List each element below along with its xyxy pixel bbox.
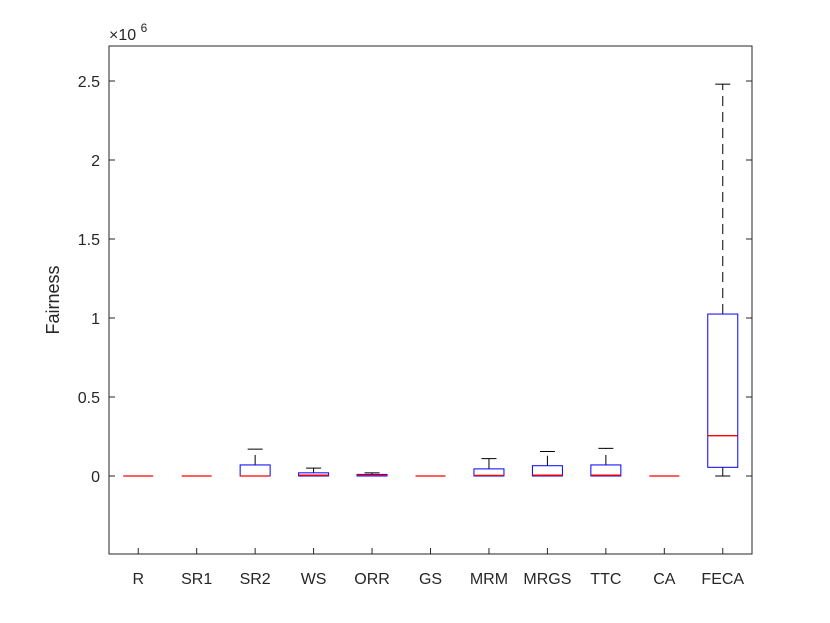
x-tick-label: SR2: [240, 571, 271, 588]
x-tick-label: ORR: [354, 571, 390, 588]
y-axis-label: Fairness: [43, 265, 63, 334]
box-feca: [707, 83, 739, 477]
y-tick-label: 0.5: [78, 390, 100, 407]
iqr-box: [707, 313, 739, 468]
box-orr: [356, 472, 388, 477]
box-mrm: [473, 458, 505, 477]
y-tick-label: 2.5: [78, 74, 100, 91]
iqr-box: [531, 465, 563, 477]
box-sr2: [239, 448, 271, 477]
plot-area: [108, 45, 753, 555]
x-tick-label: WS: [301, 571, 327, 588]
x-tick-label: SR1: [181, 571, 212, 588]
y-axis-exponent-power: 6: [141, 21, 148, 35]
y-tick-label: 0: [91, 469, 100, 486]
x-tick-label: FECA: [701, 571, 744, 588]
box-ws: [298, 467, 330, 477]
y-tick-label: 1: [91, 311, 100, 328]
y-axis-ticks: 0 0.5 1 1.5 2 2.5: [78, 74, 752, 486]
y-axis-exponent-base: ×10: [109, 27, 136, 44]
y-tick-label: 1.5: [78, 232, 100, 249]
box-series: [123, 83, 739, 477]
x-axis-ticks: R SR1 SR2 WS ORR GS MRM MRGS TTC CA FECA: [132, 548, 744, 588]
x-tick-label: MRM: [470, 571, 508, 588]
x-tick-label: MRGS: [523, 571, 571, 588]
box-ttc: [590, 447, 622, 477]
y-axis-exponent: ×10 6: [109, 21, 148, 44]
x-tick-label: GS: [419, 571, 442, 588]
iqr-box: [590, 464, 622, 477]
box-mrgs: [531, 451, 563, 477]
x-tick-label: R: [132, 571, 144, 588]
x-tick-label: TTC: [590, 571, 621, 588]
y-tick-label: 2: [91, 153, 100, 170]
iqr-box: [298, 472, 330, 477]
x-tick-label: CA: [653, 571, 676, 588]
